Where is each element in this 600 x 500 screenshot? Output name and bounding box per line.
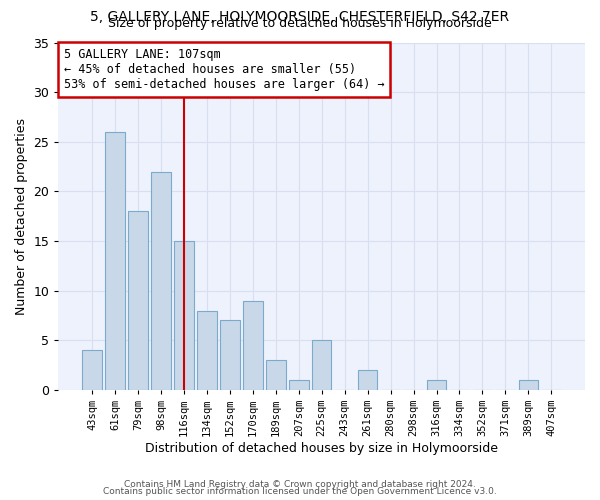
Bar (82, 350, 102, 390)
Bar (312, 340, 331, 390)
Bar (266, 360, 286, 390)
Bar (427, 380, 446, 390)
Text: Size of property relative to detached houses in Holymoorside: Size of property relative to detached ho… (108, 18, 492, 30)
Bar (220, 320, 239, 390)
Y-axis label: Number of detached properties: Number of detached properties (15, 118, 28, 314)
X-axis label: Distribution of detached houses by size in Holymoorside: Distribution of detached houses by size … (145, 442, 498, 455)
Bar (358, 370, 377, 390)
Bar (518, 380, 538, 390)
Bar (197, 310, 217, 390)
Bar (243, 300, 263, 390)
Bar (128, 211, 148, 390)
Bar (106, 132, 125, 390)
Text: 5 GALLERY LANE: 107sqm
← 45% of detached houses are smaller (55)
53% of semi-det: 5 GALLERY LANE: 107sqm ← 45% of detached… (64, 48, 385, 90)
Text: Contains public sector information licensed under the Open Government Licence v3: Contains public sector information licen… (103, 488, 497, 496)
Bar (289, 380, 308, 390)
Bar (174, 241, 194, 390)
Text: Contains HM Land Registry data © Crown copyright and database right 2024.: Contains HM Land Registry data © Crown c… (124, 480, 476, 489)
Text: 5, GALLERY LANE, HOLYMOORSIDE, CHESTERFIELD, S42 7ER: 5, GALLERY LANE, HOLYMOORSIDE, CHESTERFI… (91, 10, 509, 24)
Bar (151, 172, 171, 390)
